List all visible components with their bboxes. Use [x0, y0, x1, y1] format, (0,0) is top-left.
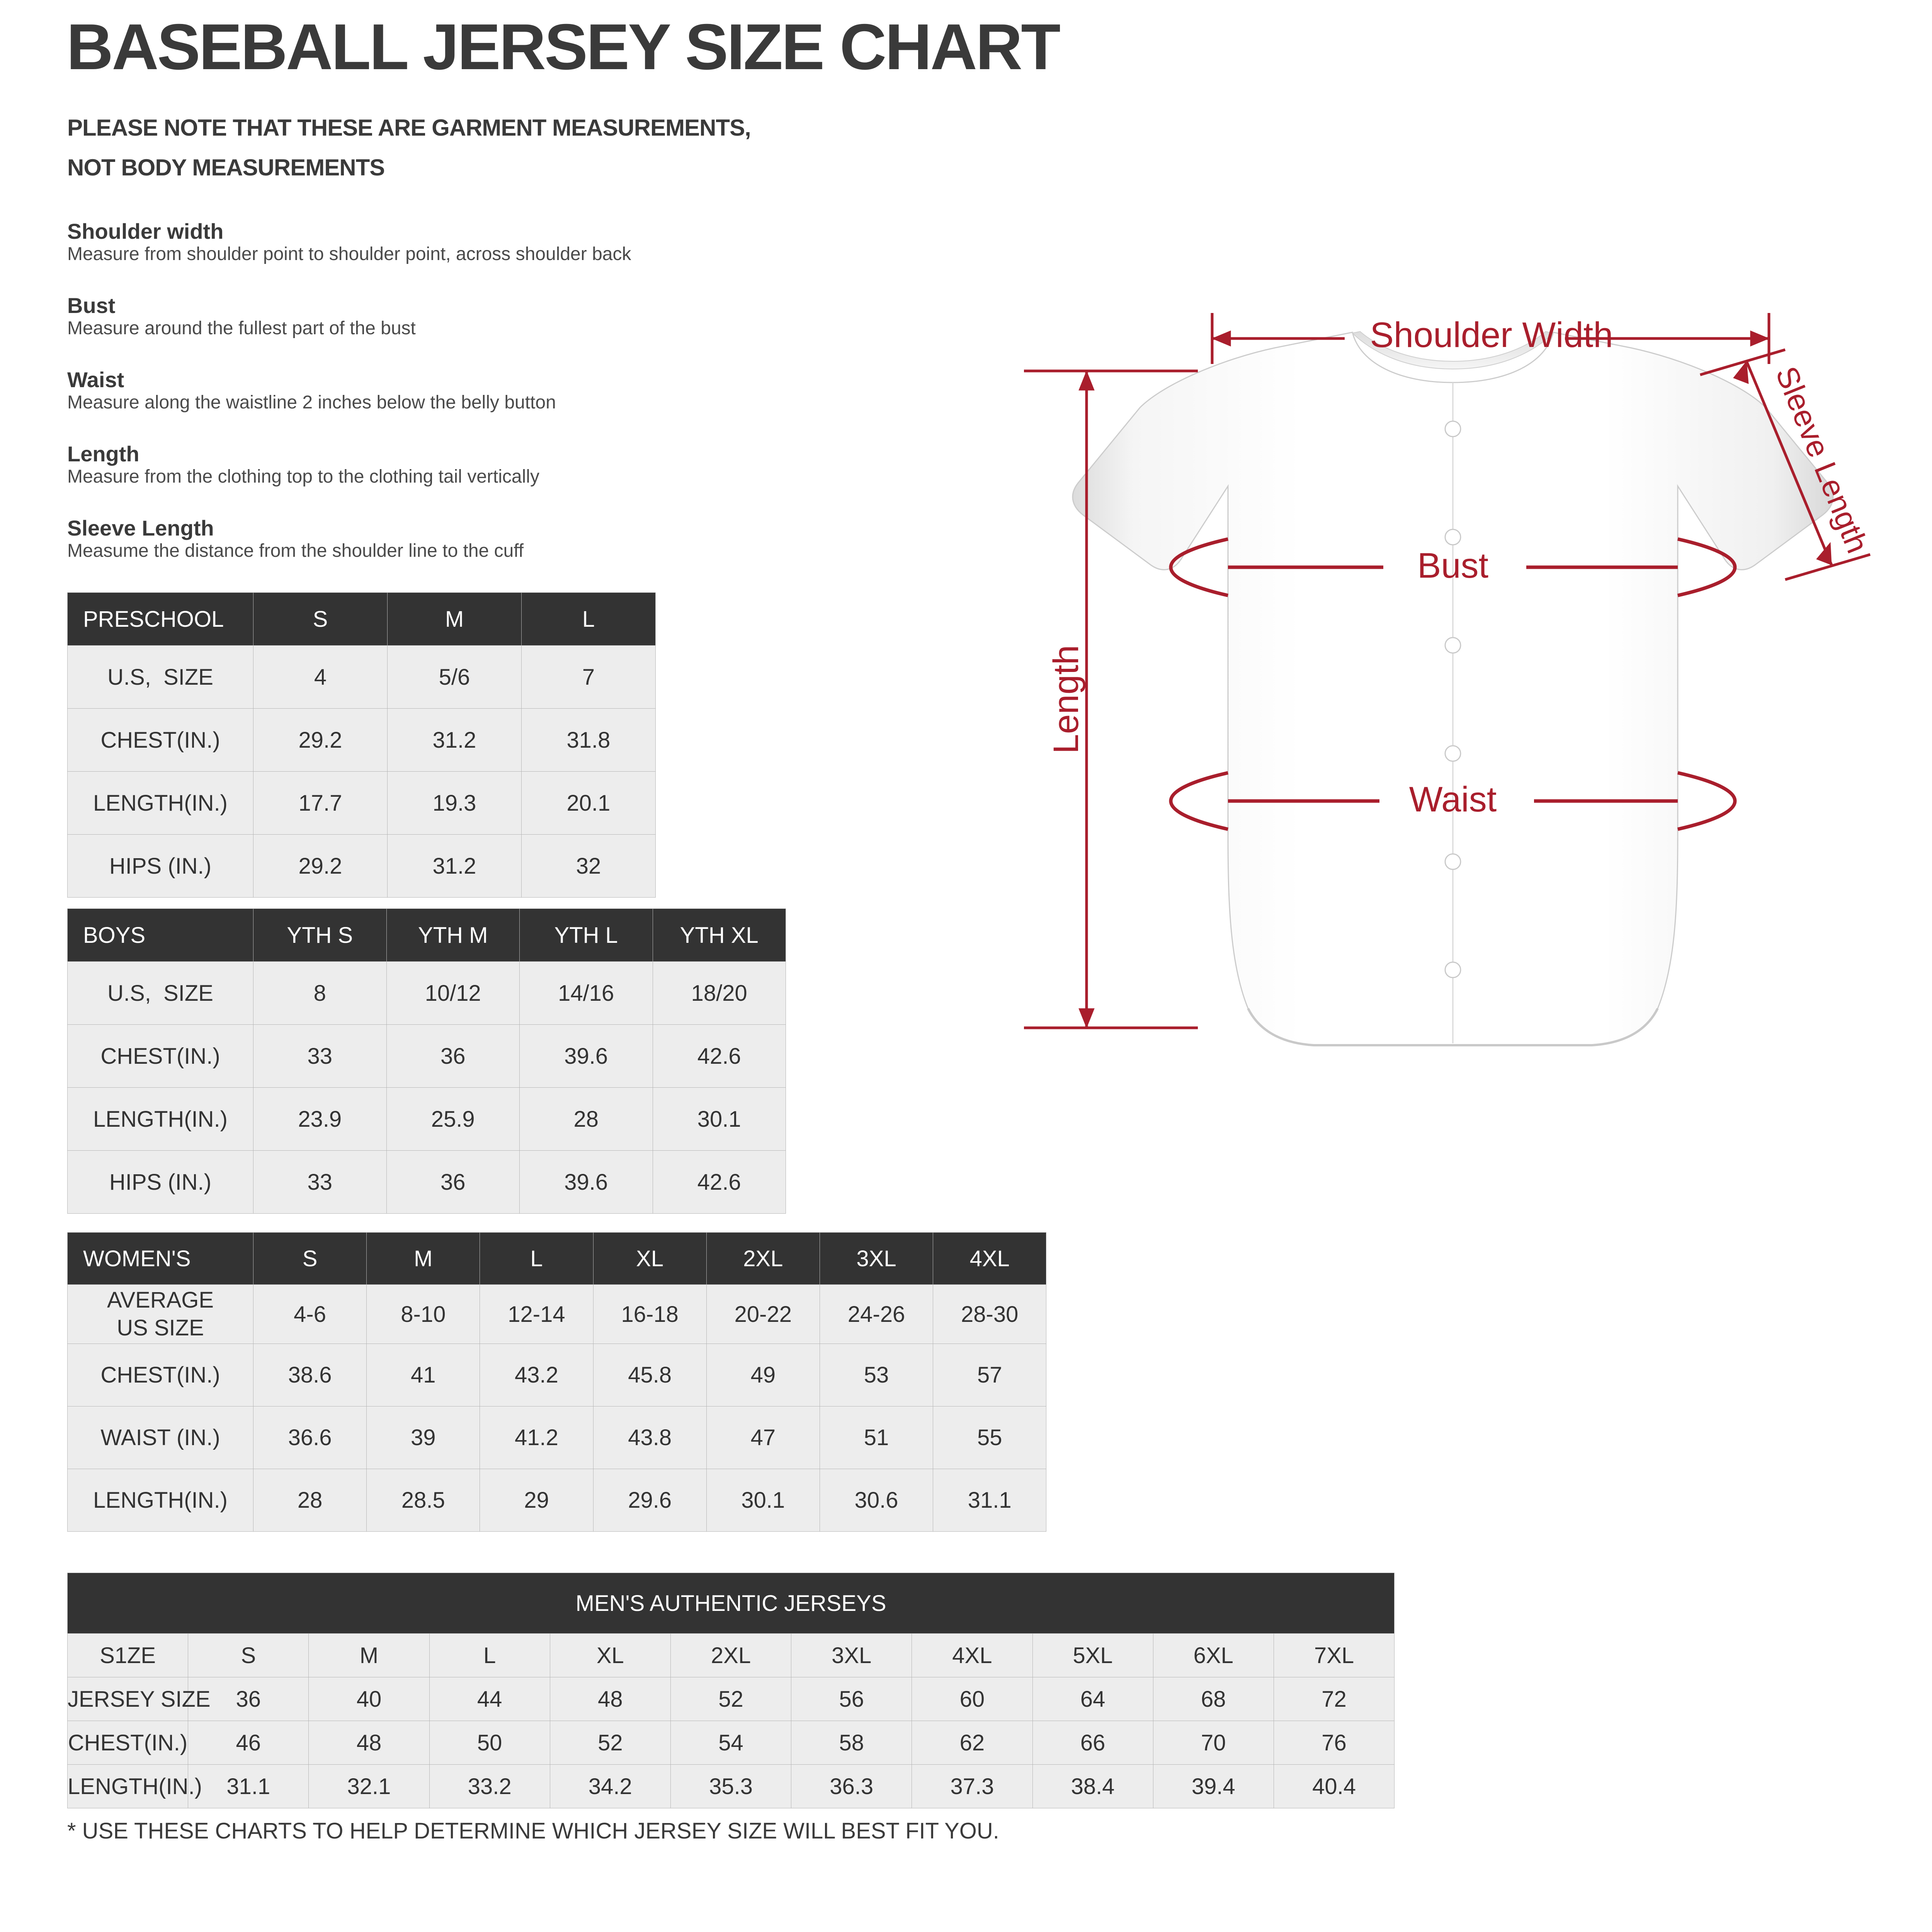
- svg-text:Length: Length: [1046, 645, 1086, 753]
- svg-text:Waist: Waist: [1409, 780, 1497, 819]
- svg-text:Shoulder Width: Shoulder Width: [1370, 315, 1613, 355]
- svg-text:Bust: Bust: [1417, 546, 1488, 585]
